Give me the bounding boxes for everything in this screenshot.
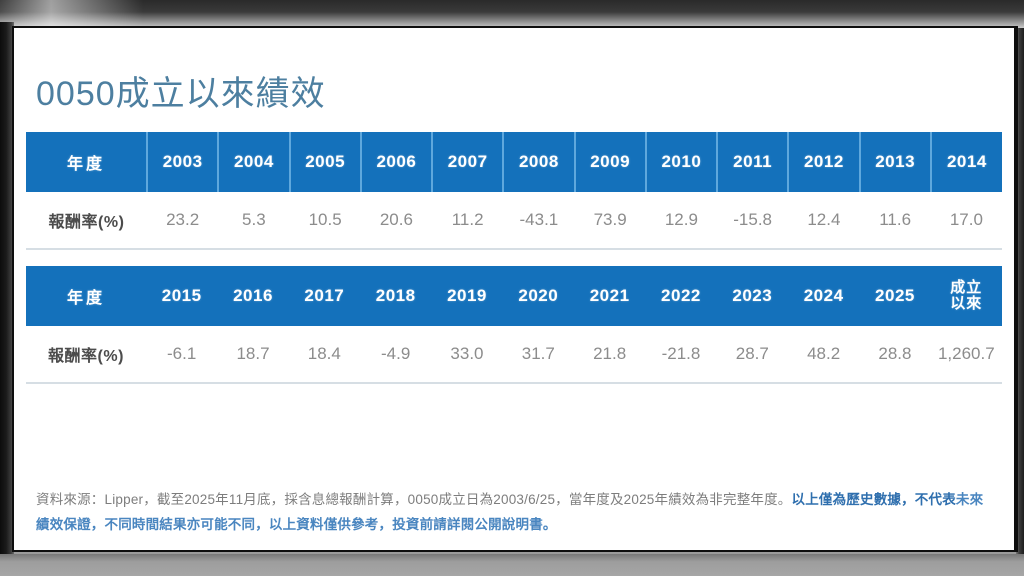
table2-header: 年度 2015 2016 2017 2018 2019 2020 2021 20… [26, 266, 1002, 326]
table2-value-2021: 21.8 [593, 344, 627, 363]
table1-value-2014: 17.0 [949, 210, 983, 229]
table2-header-year-label: 年度 [66, 290, 105, 307]
table1-header-2011: 2011 [717, 132, 790, 192]
table2-value-2025: 28.8 [878, 344, 912, 363]
since-inception-line2: 以來 [950, 295, 983, 312]
table1-header-2003: 2003 [147, 132, 220, 192]
table2-header-2018: 2018 [375, 286, 416, 305]
table1-value-2008: -43.1 [519, 210, 559, 229]
table-row: 報酬率(%) -6.1 18.7 18.4 -4.9 33.0 31.7 21.… [26, 326, 1002, 382]
table1-header-2004: 2004 [218, 132, 291, 192]
table1-header-row: 年度 2003 2004 2005 2006 2007 2008 2009 20… [26, 132, 1002, 192]
performance-table-2003-2014: 年度 2003 2004 2005 2006 2007 2008 2009 20… [26, 132, 1002, 248]
table2-header-2017: 2017 [304, 286, 345, 305]
table2-header-2022: 2022 [661, 286, 701, 305]
table1-header-2008: 2008 [503, 132, 576, 192]
table2-header-2016: 2016 [233, 286, 273, 305]
table1-header-2005: 2005 [289, 132, 362, 192]
table2-header-2025: 2025 [875, 286, 915, 305]
table1-header-year-label: 年度 [26, 132, 148, 192]
table2-value-since-inception: 1,260.7 [937, 344, 995, 363]
table1-value-2012: 12.4 [807, 210, 841, 229]
table2-value-2018: -4.9 [381, 344, 411, 363]
footnote-highlight-2: 未來績效保證，不同時間結果亦可能不同，以上資料僅供參考，投資前請詳閱公開說明書。 [36, 492, 984, 532]
table2-value-2017: 18.4 [307, 344, 341, 363]
table1-header-2014: 2014 [946, 152, 987, 171]
table2-value-2023: 28.7 [735, 344, 769, 363]
footnote-highlight-1: 以上僅為歷史數據，不代表 [791, 492, 956, 507]
table1-value-2011: -15.8 [733, 210, 772, 229]
table1-row-label: 報酬率(%) [48, 214, 125, 231]
letterbox-bottom [0, 554, 1024, 576]
table-row: 報酬率(%) 23.2 5.3 10.5 20.6 11.2 -43.1 73.… [26, 192, 1002, 248]
table2-header-2019: 2019 [447, 286, 487, 305]
letterbox-left [0, 22, 14, 554]
table2-header-2020: 2020 [518, 286, 559, 305]
table1-value-2010: 12.9 [664, 210, 698, 229]
divider-after-table2 [26, 382, 1002, 384]
footnote-source-text: 資料來源：Lipper，截至2025年11月底，採含息總報酬計算，0050成立日… [36, 492, 792, 507]
table1-value-2006: 20.6 [379, 210, 413, 229]
table1-header-2013: 2013 [859, 132, 932, 192]
table1-value-2007: 11.2 [451, 210, 484, 229]
table2-header-2023: 2023 [732, 286, 773, 305]
divider-after-table1 [26, 248, 1002, 250]
table2-value-2015: -6.1 [167, 344, 197, 363]
table2-header-2024: 2024 [803, 286, 844, 305]
table1-body: 報酬率(%) 23.2 5.3 10.5 20.6 11.2 -43.1 73.… [26, 192, 1002, 248]
table1-value-2004: 5.3 [242, 210, 266, 229]
page-title: 0050成立以來績效 [36, 75, 326, 113]
table1-header-2009: 2009 [574, 132, 647, 192]
table1-header-2007: 2007 [432, 132, 505, 192]
letterbox-top-sheen [0, 0, 1024, 30]
footnote-disclaimer: 資料來源：Lipper，截至2025年11月底，採含息總報酬計算，0050成立日… [36, 488, 986, 538]
table-gap [26, 250, 1002, 266]
table2-header-2015: 2015 [161, 286, 202, 305]
performance-table-2015-inception: 年度 2015 2016 2017 2018 2019 2020 2021 20… [26, 266, 1002, 382]
table1-header: 年度 2003 2004 2005 2006 2007 2008 2009 20… [26, 132, 1002, 192]
letterbox-right [1016, 28, 1024, 554]
table1-value-2003: 23.2 [166, 210, 200, 229]
table1-value-2009: 73.9 [593, 210, 627, 229]
table2-value-2024: 48.2 [807, 344, 841, 363]
slide-canvas: 0050成立以來績效 年度 2003 2004 2005 2006 2007 2… [14, 28, 1014, 550]
since-inception-line1: 成立 [950, 278, 983, 296]
table2-header-row: 年度 2015 2016 2017 2018 2019 2020 2021 20… [26, 266, 1002, 326]
table1-value-2005: 10.5 [308, 210, 342, 229]
performance-tables: 年度 2003 2004 2005 2006 2007 2008 2009 20… [26, 132, 1002, 384]
table2-header-since-inception: 成立 以來 [931, 266, 1002, 326]
table1-value-2013: 11.6 [879, 210, 912, 229]
table2-header-2021: 2021 [589, 286, 630, 305]
table2-value-2022: -21.8 [661, 344, 701, 363]
table2-value-2020: 31.7 [521, 344, 555, 363]
table2-row-label: 報酬率(%) [48, 348, 124, 365]
table1-header-2010: 2010 [645, 132, 719, 192]
table1-header-2006: 2006 [360, 132, 434, 192]
table1-header-2012: 2012 [788, 132, 861, 192]
table2-value-2016: 18.7 [236, 344, 270, 363]
table2-value-2019: 33.0 [450, 344, 484, 363]
table2-body: 報酬率(%) -6.1 18.7 18.4 -4.9 33.0 31.7 21.… [26, 326, 1002, 382]
